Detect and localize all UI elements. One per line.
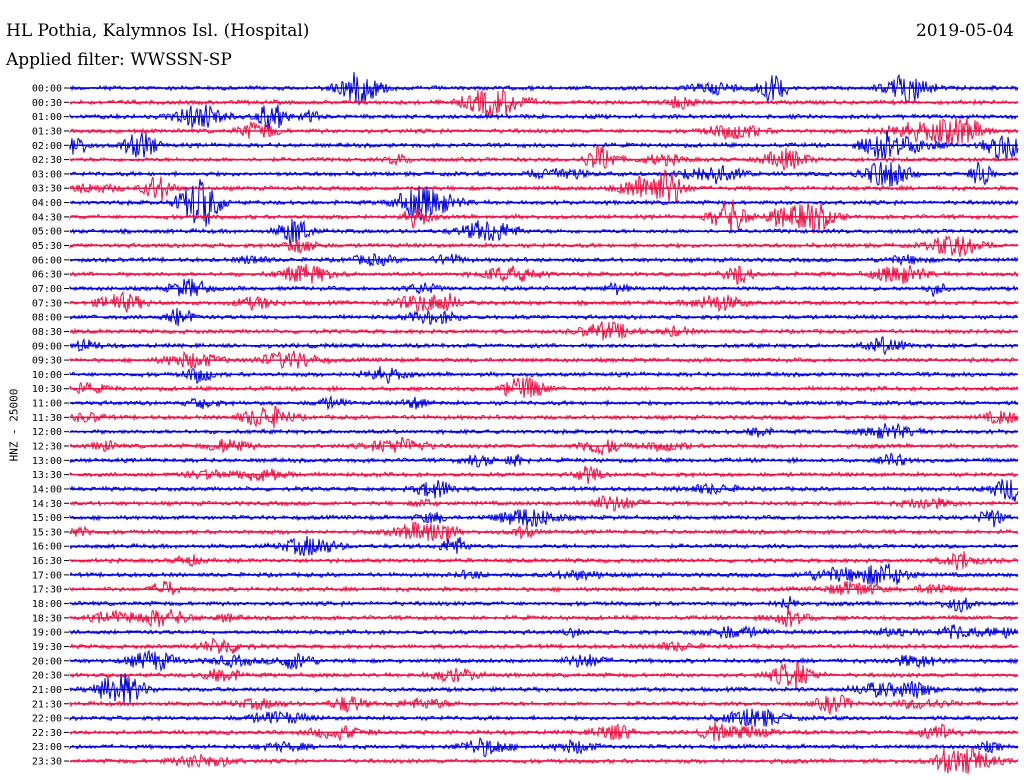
seismic-trace [69, 376, 1019, 398]
seismic-trace [69, 580, 1019, 596]
seismic-trace [69, 535, 1018, 557]
time-tick-label: 16:00 [32, 542, 62, 553]
time-tick-label: 18:30 [32, 613, 62, 624]
time-tick-label: 13:00 [32, 456, 62, 467]
time-tick-label: 22:00 [32, 714, 62, 725]
time-tick-label: 07:30 [32, 298, 62, 309]
time-tick-label: 04:30 [32, 212, 62, 223]
time-tick-label: 16:30 [32, 556, 62, 567]
time-tick-label: 14:30 [32, 499, 62, 510]
time-tick-label: 10:00 [32, 370, 62, 381]
time-tick-label: 12:30 [32, 442, 62, 453]
seismic-trace [69, 479, 1019, 502]
time-tick-label: 19:30 [32, 642, 62, 653]
time-tick-label: 12:00 [32, 427, 62, 438]
time-tick-label: 01:00 [32, 112, 62, 123]
time-tick-label: 17:30 [32, 585, 62, 596]
time-tick-label: 21:00 [32, 685, 62, 696]
time-tick-label: 09:30 [32, 356, 62, 367]
time-tick-label: 21:30 [32, 699, 62, 710]
time-tick-label: 23:00 [32, 742, 62, 753]
filter-label: Applied filter: WWSSN-SP [6, 50, 232, 70]
time-tick-label: 08:00 [32, 313, 62, 324]
time-tick-label: 11:30 [32, 413, 62, 424]
seismic-trace [69, 721, 1019, 742]
time-tick-label: 07:00 [32, 284, 62, 295]
time-tick-label: 22:30 [32, 728, 62, 739]
time-tick-label: 23:30 [32, 757, 62, 768]
time-tick-label: 05:00 [32, 227, 62, 238]
time-tick-label: 00:00 [32, 84, 62, 95]
time-tick-label: 10:30 [32, 384, 62, 395]
time-tick-label: 03:00 [32, 169, 62, 180]
time-tick-label: 00:30 [32, 98, 62, 109]
time-tick-label: 19:00 [32, 628, 62, 639]
seismic-trace [69, 508, 1019, 528]
time-tick-label: 02:30 [32, 155, 62, 166]
time-tick-label: 17:00 [32, 570, 62, 581]
seismic-trace [69, 219, 1019, 246]
time-tick-label: 20:00 [32, 656, 62, 667]
time-tick-label: 20:30 [32, 671, 62, 682]
seismic-trace [69, 235, 1019, 258]
time-tick-label: 15:30 [32, 527, 62, 538]
time-tick-label: 11:00 [32, 399, 62, 410]
station-title: HL Pothia, Kalymnos Isl. (Hospital) [6, 21, 310, 41]
time-tick-label: 09:00 [32, 341, 62, 352]
time-tick-label: 13:30 [32, 470, 62, 481]
time-tick-label: 01:30 [32, 126, 62, 137]
seismic-trace [69, 104, 1019, 131]
plot-date: 2019-05-04 [915, 21, 1014, 41]
time-tick-label: 05:30 [32, 241, 62, 252]
seismic-trace [69, 607, 1019, 628]
time-tick-label: 03:30 [32, 184, 62, 195]
time-tick-label: 02:00 [32, 141, 62, 152]
time-tick-label: 15:00 [32, 513, 62, 524]
time-tick-label: 08:30 [32, 327, 62, 338]
time-tick-label: 06:30 [32, 270, 62, 281]
time-tick-label: 18:00 [32, 599, 62, 610]
time-tick-label: 04:00 [32, 198, 62, 209]
seismic-trace [69, 736, 1019, 758]
time-tick-label: 14:00 [32, 484, 62, 495]
time-tick-label: 06:00 [32, 255, 62, 266]
